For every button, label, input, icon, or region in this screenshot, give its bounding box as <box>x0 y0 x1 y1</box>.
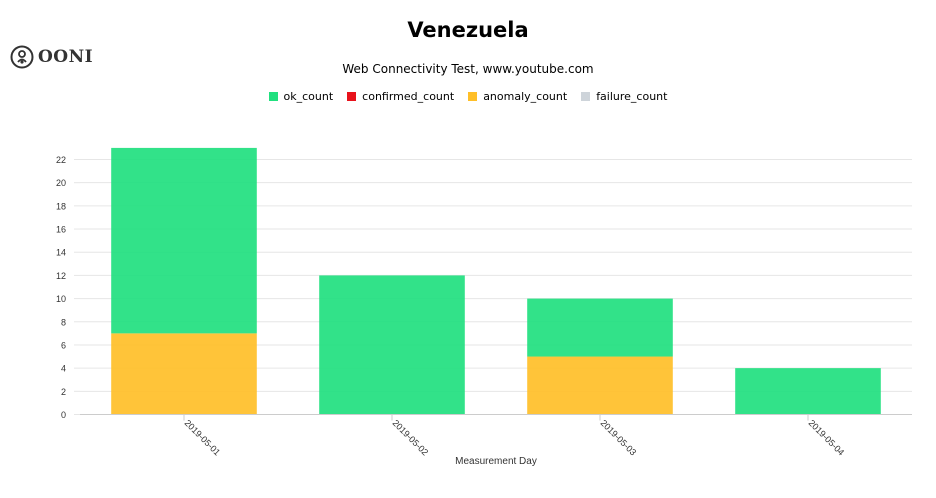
logo-text: OONI <box>38 47 94 67</box>
ooni-logo: OONI <box>10 45 93 69</box>
legend-swatch <box>468 92 478 101</box>
y-tick-label: 2 <box>61 387 66 397</box>
y-tick-label: 18 <box>56 201 66 211</box>
chart-legend: ok_count confirmed_count anomaly_count fail… <box>0 90 936 103</box>
ooni-logo-icon <box>10 45 34 69</box>
bar-ok_count-2019-05-04 <box>735 368 881 415</box>
y-tick-label: 0 <box>61 410 66 420</box>
chart-subtitle: Web Connectivity Test, www.youtube.com <box>342 62 594 76</box>
x-tick-label: 2019-05-01 <box>183 418 223 458</box>
legend-swatch <box>268 92 278 101</box>
y-tick-label: 14 <box>56 248 66 258</box>
bar-ok_count-2019-05-02 <box>319 275 465 415</box>
y-tick-label: 16 <box>56 225 66 235</box>
legend-swatch <box>581 92 591 101</box>
y-tick-label: 22 <box>56 155 66 165</box>
legend-label: ok_count <box>283 90 334 103</box>
x-tick-label: 2019-05-02 <box>391 418 431 458</box>
legend-swatch <box>347 92 357 101</box>
bar-ok_count-2019-05-01 <box>111 147 257 334</box>
x-axis-label: Measurement Day <box>455 456 537 467</box>
y-tick-label: 6 <box>61 340 66 350</box>
chart-title: Venezuela <box>407 18 529 42</box>
legend-label: anomaly_count <box>483 90 568 103</box>
legend-label: failure_count <box>596 90 668 103</box>
legend-item-confirmed_count[interactable]: confirmed_count <box>347 90 454 103</box>
legend-label: confirmed_count <box>362 90 455 103</box>
bar-anomaly_count-2019-05-01 <box>111 333 257 415</box>
bar-ok_count-2019-05-03 <box>527 298 673 357</box>
y-tick-label: 20 <box>56 178 66 188</box>
bar-anomaly_count-2019-05-03 <box>527 356 673 415</box>
legend-item-anomaly_count[interactable]: anomaly_count <box>468 90 567 103</box>
y-tick-label: 12 <box>56 271 66 281</box>
x-tick-label: 2019-05-03 <box>599 418 639 458</box>
y-tick-label: 8 <box>61 317 66 327</box>
legend-item-ok_count[interactable]: ok_count <box>268 90 334 103</box>
x-tick-label: 2019-05-04 <box>807 418 847 458</box>
legend-item-failure_count[interactable]: failure_count <box>581 90 667 103</box>
y-tick-label: 10 <box>56 294 66 304</box>
y-tick-label: 4 <box>61 364 66 374</box>
